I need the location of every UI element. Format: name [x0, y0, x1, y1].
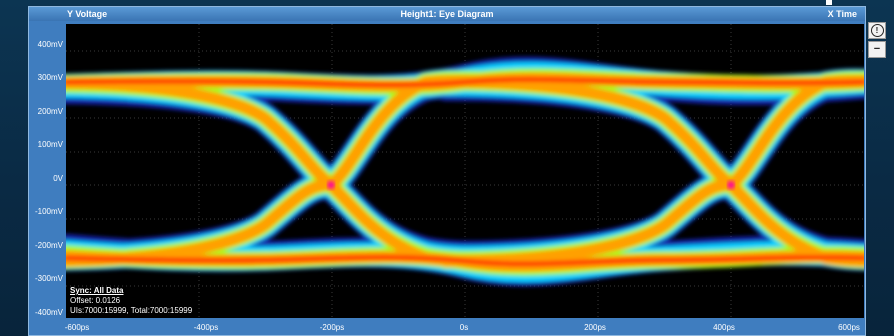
minus-icon: − — [873, 43, 881, 55]
x-tick-label: -600ps — [64, 323, 90, 332]
y-tick-label: -400mV — [34, 308, 63, 317]
info-button[interactable]: ! — [868, 22, 886, 39]
y-tick-label: 300mV — [37, 73, 63, 82]
y-tick-label: 400mV — [37, 40, 63, 49]
eye-traces — [66, 56, 864, 287]
sync-heading: Sync: All Data — [70, 286, 124, 295]
counts-readout: UIs:7000:15999, Total:7000:15999 — [70, 306, 193, 315]
y-tick-label: -300mV — [34, 274, 63, 283]
eye-diagram-window: Y Voltage Height1: Eye Diagram X Time 40… — [28, 6, 866, 336]
eye-diagram-plot[interactable]: Sync: All Data Offset: 0.0126 UIs:7000:1… — [66, 24, 864, 318]
y-tick-label: 200mV — [37, 107, 63, 116]
x-tick-label: 600ps — [838, 323, 860, 332]
offset-readout: Offset: 0.0126 — [70, 296, 121, 305]
y-tick-label: -100mV — [34, 207, 63, 216]
info-icon: ! — [870, 24, 884, 37]
x-tick-label: -400ps — [193, 323, 219, 332]
y-axis-title: Y Voltage — [67, 9, 108, 19]
x-tick-label: 400ps — [713, 323, 735, 332]
crossing-point-left — [327, 181, 335, 189]
y-tick-label: 100mV — [37, 140, 63, 149]
window-corner-marker — [826, 0, 832, 5]
measurement-stats: Sync: All Data Offset: 0.0126 UIs:7000:1… — [70, 286, 192, 316]
side-toolbar: ! − — [868, 22, 888, 60]
title-bar: Y Voltage Height1: Eye Diagram X Time — [29, 7, 865, 21]
window-title: Height1: Eye Diagram — [400, 9, 494, 19]
y-tick-label: 0V — [53, 174, 63, 183]
x-tick-label: 0s — [459, 323, 469, 332]
eye-diagram-graph — [66, 24, 864, 318]
minimize-button[interactable]: − — [868, 41, 886, 58]
x-tick-label: -200ps — [319, 323, 345, 332]
crossing-point-right — [727, 181, 735, 189]
x-axis-title: X Time — [827, 9, 857, 19]
y-tick-label: -200mV — [34, 241, 63, 250]
x-tick-label: 200ps — [584, 323, 606, 332]
